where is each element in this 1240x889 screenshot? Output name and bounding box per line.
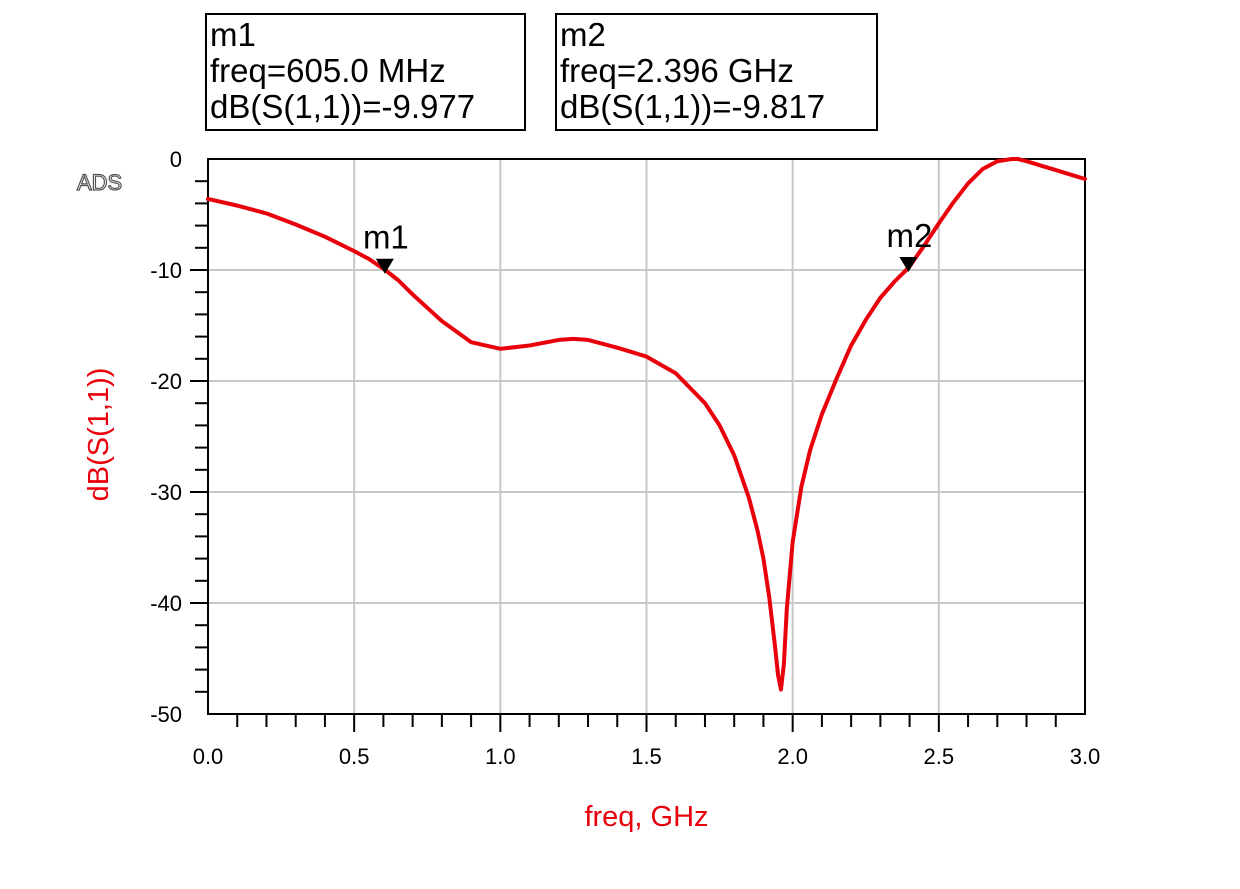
x-tick-label: 2.5 [924,744,955,769]
y-tick-label: -20 [150,369,182,394]
grid-layer [208,159,1085,714]
marker-m1-label: m1 [363,219,409,256]
marker-readout-m1: m1 freq=605.0 MHz dB(S(1,1))=-9.977 [205,13,526,131]
marker-readout-value: dB(S(1,1))=-9.817 [560,88,826,125]
series-layer [206,157,1087,692]
marker-readout-freq: freq=2.396 GHz [560,52,794,89]
label-layer: 0.0 0.5 1.0 1.5 2.0 2.5 3.0 0 -10 -20 -30 -40 -50 fre… [83,147,1100,833]
y-axis-label: dB(S(1,1)) [83,368,115,502]
ads-logo: ADS [76,169,123,195]
series-line-s11 [206,157,1087,692]
plot-frame [207,158,1086,715]
x-tick-label: 0.5 [339,744,370,769]
marker-readout-name: m1 [210,16,256,53]
marker-layer: m1 m2 [363,217,932,274]
x-tick-label: 1.5 [631,744,662,769]
marker-readout-name: m2 [560,16,606,53]
marker-readout-freq: freq=605.0 MHz [210,52,446,89]
x-tick-label: 2.0 [777,744,808,769]
y-tick-label: 0 [170,147,182,172]
marker-m2-triangle [899,256,918,272]
x-tick-label: 1.0 [485,744,516,769]
y-tick-label: -30 [150,480,182,505]
y-tick-label: -50 [150,702,182,727]
y-tick-label: -10 [150,258,182,283]
x-axis-label: freq, GHz [584,801,708,833]
x-tick-label: 0.0 [193,744,224,769]
marker-m1-triangle [375,258,394,274]
tick-layer [190,180,1057,732]
x-tick-label: 3.0 [1070,744,1101,769]
marker-readout-m2: m2 freq=2.396 GHz dB(S(1,1))=-9.817 [555,13,878,131]
marker-m2-label: m2 [887,217,933,254]
y-tick-label: -40 [150,591,182,616]
marker-readout-value: dB(S(1,1))=-9.977 [210,88,476,125]
